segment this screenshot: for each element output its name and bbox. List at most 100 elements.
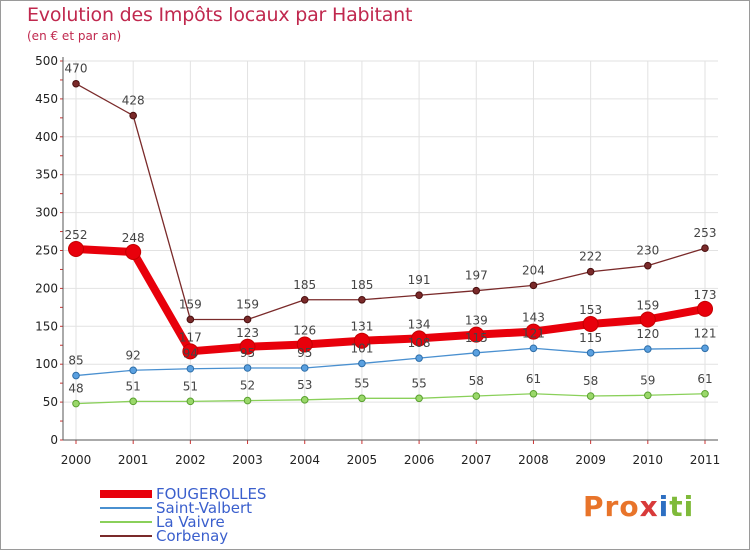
data-label: 139 — [465, 314, 488, 328]
data-point — [411, 330, 428, 347]
y-tick-label: 300 — [35, 206, 58, 220]
x-tick-label: 2008 — [518, 453, 549, 467]
data-label: 115 — [579, 331, 602, 345]
data-label: 61 — [697, 372, 712, 386]
x-tick-label: 2009 — [575, 453, 606, 467]
data-point — [243, 396, 252, 405]
data-point — [129, 366, 137, 375]
chart-subtitle: (en € et par an) — [27, 29, 122, 43]
data-point — [586, 267, 595, 276]
data-label: 230 — [636, 244, 659, 258]
y-tick-label: 200 — [35, 281, 58, 295]
chart-title: Evolution des Impôts locaux par Habitant — [27, 4, 413, 26]
data-point — [129, 397, 137, 406]
data-label: 92 — [126, 348, 141, 362]
data-point — [300, 364, 309, 372]
data-point — [72, 399, 80, 408]
x-tick-label: 2006 — [404, 453, 435, 467]
data-label: 185 — [350, 278, 373, 292]
data-point — [644, 391, 652, 400]
data-label: 55 — [354, 376, 369, 390]
logo-part: x — [639, 490, 659, 523]
x-tick-label: 2004 — [289, 453, 320, 467]
logo-part: Pro — [583, 490, 640, 523]
data-label: 131 — [350, 320, 373, 334]
series-line-la vaivre — [75, 393, 706, 405]
data-label: 197 — [465, 269, 488, 283]
data-label: 52 — [240, 379, 255, 393]
data-point — [472, 392, 481, 400]
data-point — [644, 261, 652, 270]
y-tick-label: 150 — [35, 319, 58, 333]
series-line-corbenay — [75, 83, 706, 321]
data-label: 101 — [350, 341, 373, 355]
data-label: 185 — [293, 278, 316, 292]
data-point — [182, 343, 199, 360]
y-tick-label: 500 — [35, 54, 58, 68]
proxiti-logo: Proxiti — [583, 490, 694, 523]
legend-label: La Vaivre — [156, 513, 225, 531]
data-point — [186, 315, 195, 324]
y-tick-label: 350 — [35, 168, 58, 182]
data-label: 159 — [236, 297, 259, 311]
data-point — [415, 354, 423, 362]
data-point — [697, 300, 713, 317]
series-line-fougerolles — [72, 244, 709, 356]
data-point — [358, 394, 366, 403]
legend-label: Corbenay — [156, 527, 228, 545]
y-tick-label: 100 — [35, 357, 58, 371]
y-tick-label: 400 — [35, 130, 58, 144]
data-label: 94 — [183, 347, 198, 361]
data-point — [415, 394, 423, 403]
data-label: 59 — [640, 373, 655, 387]
data-label: 470 — [65, 62, 88, 76]
data-label: 115 — [465, 331, 488, 345]
data-label: 55 — [411, 376, 426, 390]
data-label: 95 — [240, 346, 255, 360]
legend-label: Saint-Valbert — [156, 499, 252, 517]
data-point — [644, 345, 652, 353]
data-label: 248 — [122, 231, 145, 245]
series-line-saint-valbert — [75, 347, 706, 377]
data-label: 51 — [183, 379, 198, 393]
data-label: 95 — [297, 346, 312, 360]
data-label: 173 — [694, 288, 717, 302]
data-point — [582, 316, 599, 333]
data-label: 222 — [579, 250, 602, 264]
data-point — [72, 79, 80, 88]
data-point — [525, 323, 542, 340]
data-label: 191 — [408, 273, 431, 287]
data-point — [701, 244, 709, 253]
y-tick-label: 450 — [35, 92, 58, 106]
data-label: 159 — [179, 297, 202, 311]
data-point — [701, 389, 709, 398]
data-label: 85 — [68, 354, 83, 368]
data-label: 252 — [65, 228, 88, 242]
data-label: 120 — [636, 327, 659, 341]
x-tick-label: 2010 — [633, 453, 664, 467]
x-tick-label: 2007 — [461, 453, 492, 467]
data-point — [72, 371, 80, 380]
data-label: 58 — [583, 374, 598, 388]
data-label: 61 — [526, 372, 541, 386]
data-point — [701, 344, 709, 353]
data-point — [358, 295, 366, 304]
data-point — [186, 364, 195, 373]
data-point — [353, 332, 370, 349]
data-label: 108 — [408, 336, 431, 350]
data-point — [472, 286, 481, 295]
data-label: 159 — [636, 298, 659, 312]
data-label: 51 — [126, 379, 141, 393]
x-tick-label: 2011 — [690, 453, 721, 467]
data-point — [239, 338, 256, 355]
data-label: 48 — [68, 382, 83, 396]
x-tick-label: 2001 — [118, 453, 149, 467]
data-label: 428 — [122, 94, 145, 108]
data-point — [68, 240, 84, 257]
data-label: 121 — [522, 326, 545, 340]
data-point — [529, 389, 538, 398]
data-point — [243, 364, 252, 372]
data-label: 134 — [408, 317, 431, 331]
data-point — [472, 349, 481, 357]
